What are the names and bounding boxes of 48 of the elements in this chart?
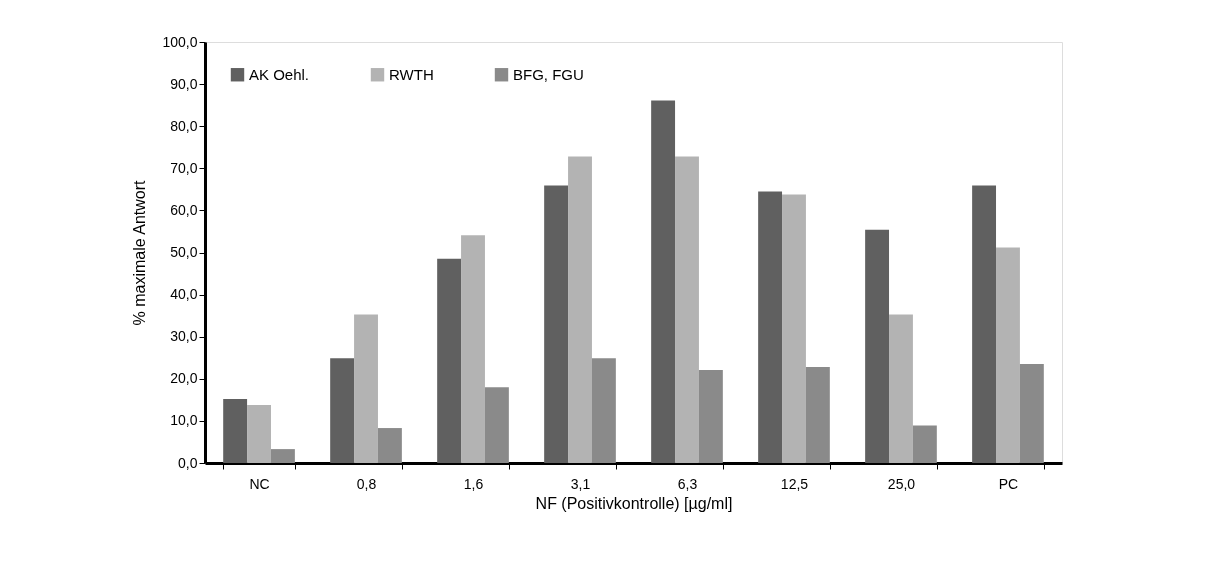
bar [675, 156, 699, 463]
y-tick-label: 70,0 [170, 159, 198, 176]
bar [758, 191, 783, 463]
x-tick-label: 25,0 [887, 475, 916, 492]
legend-label: AK Oehl. [249, 65, 310, 83]
bar [544, 185, 569, 463]
bar [1019, 364, 1044, 463]
bar [377, 428, 402, 463]
y-tick-label: 50,0 [170, 244, 198, 260]
bar [591, 358, 616, 463]
y-tick-label: 40,0 [170, 286, 198, 303]
y-tick-label: 0,0 [178, 454, 198, 471]
bar [437, 258, 462, 463]
x-tick-label: NC [249, 475, 270, 492]
bar [889, 314, 913, 463]
bar [996, 247, 1020, 463]
x-tick-label: 0,8 [356, 475, 377, 492]
bar [568, 156, 592, 463]
y-tick-label: 60,0 [170, 201, 198, 218]
bar [354, 314, 378, 463]
y-tick-label: 80,0 [170, 117, 198, 134]
bar [698, 369, 723, 463]
legend-label: RWTH [389, 65, 434, 83]
bar [270, 449, 295, 463]
y-axis-title: % maximale Antwort [131, 179, 149, 326]
bar [223, 399, 248, 463]
y-tick-label: 10,0 [170, 412, 198, 429]
bar [782, 194, 806, 463]
bar [484, 387, 509, 463]
bar [247, 404, 271, 463]
x-tick-label: 3,1 [570, 475, 591, 492]
bar [651, 100, 676, 463]
y-tick-label: 20,0 [170, 370, 198, 387]
bar [865, 229, 890, 463]
bar [461, 235, 485, 463]
y-tick-label: 100,0 [162, 33, 198, 50]
bar [330, 358, 355, 463]
x-axis-title: NF (Positivkontrolle) [µg/ml] [535, 494, 733, 512]
x-tick-label: 1,6 [463, 475, 484, 492]
bar [912, 425, 937, 463]
x-tick-label: 6,3 [677, 475, 698, 492]
y-tick-label: 90,0 [170, 75, 198, 92]
y-tick-label: 30,0 [170, 328, 198, 345]
x-tick-label: PC [998, 475, 1019, 492]
bar [805, 367, 830, 463]
legend-label: BFG, FGU [513, 65, 584, 83]
x-tick-label: 12,5 [780, 475, 809, 492]
bar [972, 185, 997, 463]
